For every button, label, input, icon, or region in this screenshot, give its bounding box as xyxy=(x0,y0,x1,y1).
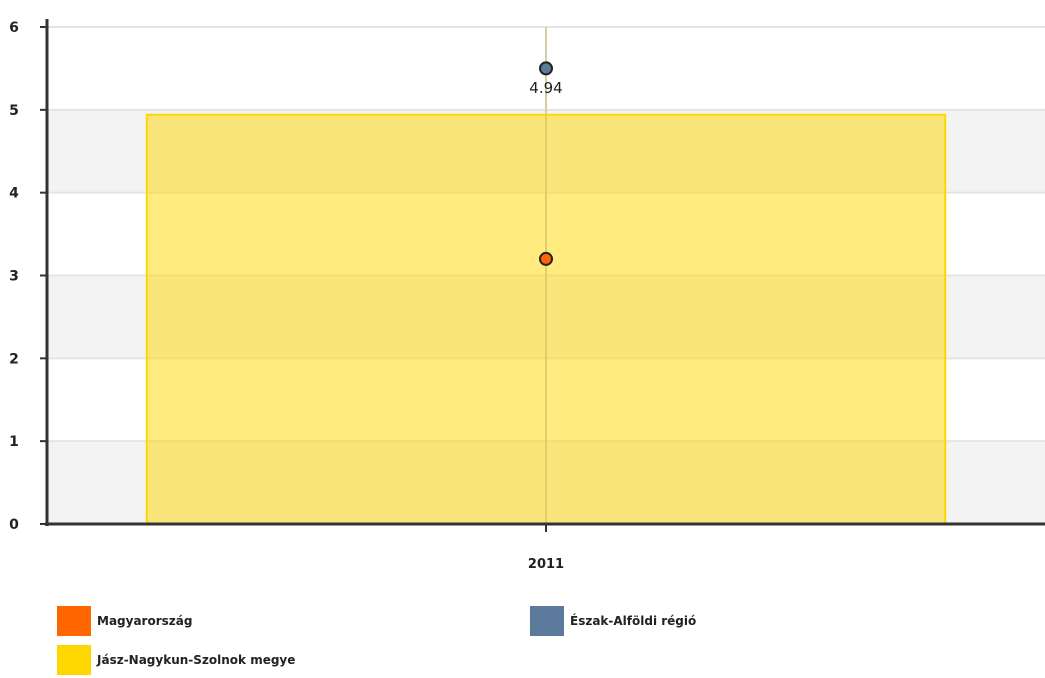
legend-label-jasz-nagykun-szolnok-megye: Jász-Nagykun-Szolnok megye xyxy=(97,653,296,667)
legend-item-magyarorszag[interactable]: Magyarország xyxy=(57,603,192,639)
legend-swatch-eszak-alfoldi-regio xyxy=(530,606,564,636)
data-point xyxy=(539,251,553,266)
legend-label-eszak-alfoldi-regio: Észak-Alföldi régió xyxy=(570,614,697,628)
y-tick-label: 5 xyxy=(9,103,19,119)
y-tick-label: 4 xyxy=(9,186,19,202)
data-label: 4.94 xyxy=(529,79,562,97)
x-tick-label: 2011 xyxy=(528,557,564,572)
legend-label-magyarorszag: Magyarország xyxy=(97,614,193,628)
y-tick-label: 6 xyxy=(9,20,19,36)
legend-swatch-magyarorszag xyxy=(57,606,91,636)
legend-item-jasz-nagykun-szolnok-megye[interactable]: Jász-Nagykun-Szolnok megye xyxy=(57,642,295,678)
y-tick-label: 1 xyxy=(9,434,19,450)
legend-item-eszak-alfoldi-regio[interactable]: Észak-Alföldi régió xyxy=(530,603,696,639)
chart: 4.94 0 1 2 3 4 5 6 2011 xyxy=(9,19,1045,572)
y-tick-label: 2 xyxy=(9,351,19,367)
legend-swatch-jasz-nagykun-szolnok-megye xyxy=(57,645,91,675)
y-tick-label: 3 xyxy=(9,269,19,285)
y-tick-label: 0 xyxy=(9,517,19,533)
legend: Magyarország Észak-Alföldi régió Jász-Na… xyxy=(0,600,1045,675)
data-point xyxy=(539,61,553,76)
